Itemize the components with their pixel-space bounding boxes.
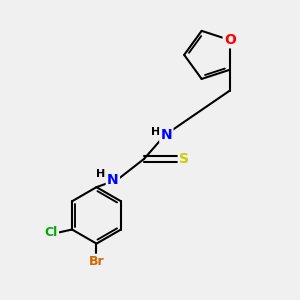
Text: Br: Br xyxy=(89,255,104,268)
Text: O: O xyxy=(224,33,236,47)
Text: N: N xyxy=(107,173,119,187)
Text: S: S xyxy=(179,152,189,166)
Text: H: H xyxy=(96,169,106,179)
Text: Cl: Cl xyxy=(45,226,58,239)
Text: N: N xyxy=(160,128,172,142)
Text: H: H xyxy=(151,127,160,137)
